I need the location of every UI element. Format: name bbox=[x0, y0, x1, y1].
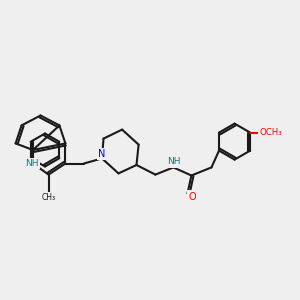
Text: NH: NH bbox=[167, 158, 181, 166]
Text: OCH₃: OCH₃ bbox=[260, 128, 283, 137]
Text: O: O bbox=[188, 191, 196, 202]
Text: CH₃: CH₃ bbox=[41, 194, 56, 202]
Text: NH: NH bbox=[25, 159, 38, 168]
Text: N: N bbox=[98, 149, 106, 159]
